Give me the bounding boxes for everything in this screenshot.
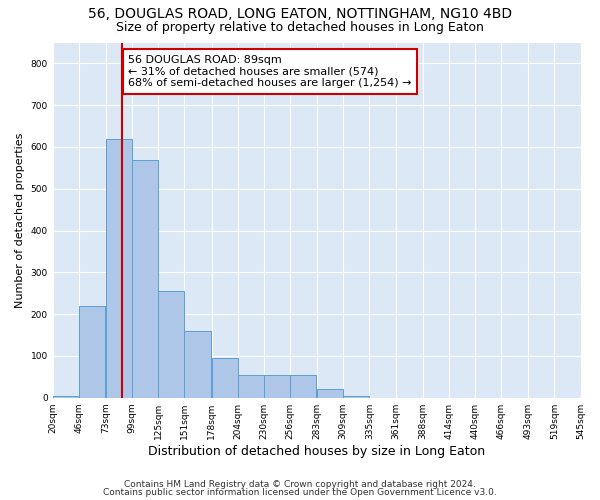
Bar xyxy=(158,291,184,398)
Bar xyxy=(106,138,132,398)
Y-axis label: Number of detached properties: Number of detached properties xyxy=(15,132,25,308)
Bar xyxy=(184,331,211,398)
Bar xyxy=(212,358,238,398)
Text: 56, DOUGLAS ROAD, LONG EATON, NOTTINGHAM, NG10 4BD: 56, DOUGLAS ROAD, LONG EATON, NOTTINGHAM… xyxy=(88,8,512,22)
Text: Size of property relative to detached houses in Long Eaton: Size of property relative to detached ho… xyxy=(116,21,484,34)
Text: Contains public sector information licensed under the Open Government Licence v3: Contains public sector information licen… xyxy=(103,488,497,497)
Bar xyxy=(343,396,370,398)
Bar xyxy=(79,306,105,398)
Text: Contains HM Land Registry data © Crown copyright and database right 2024.: Contains HM Land Registry data © Crown c… xyxy=(124,480,476,489)
Bar xyxy=(317,390,343,398)
Bar xyxy=(264,374,290,398)
Bar xyxy=(290,374,316,398)
X-axis label: Distribution of detached houses by size in Long Eaton: Distribution of detached houses by size … xyxy=(148,444,485,458)
Bar xyxy=(238,374,264,398)
Text: 56 DOUGLAS ROAD: 89sqm
← 31% of detached houses are smaller (574)
68% of semi-de: 56 DOUGLAS ROAD: 89sqm ← 31% of detached… xyxy=(128,55,412,88)
Bar xyxy=(53,396,79,398)
Bar xyxy=(132,160,158,398)
